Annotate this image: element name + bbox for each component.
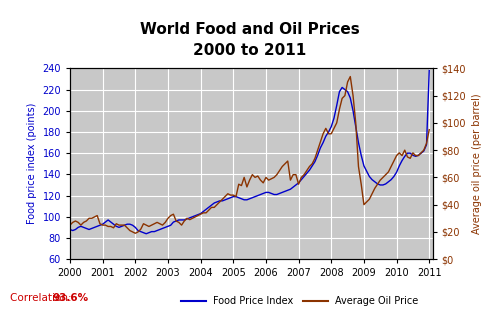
Food Price Index	[318, 146, 324, 150]
Average Oil Price	[410, 151, 416, 155]
Text: 93.6%: 93.6%	[52, 293, 88, 302]
Average Oil Price	[318, 140, 324, 144]
Food Price Index	[296, 181, 302, 185]
Average Oil Price	[296, 182, 302, 186]
Food Price Index	[143, 232, 149, 236]
Line: Food Price Index: Food Price Index	[70, 71, 429, 234]
Food Price Index	[426, 69, 432, 73]
Text: 2000 to 2011: 2000 to 2011	[194, 43, 306, 58]
Food Price Index	[416, 153, 422, 157]
Food Price Index	[92, 225, 98, 229]
Food Price Index	[407, 151, 413, 155]
Average Oil Price	[132, 232, 138, 235]
Line: Average Oil Price: Average Oil Price	[70, 77, 429, 233]
Text: Correlation:: Correlation:	[10, 293, 75, 302]
Y-axis label: Average oil price (per barrel): Average oil price (per barrel)	[472, 93, 482, 234]
Average Oil Price	[306, 165, 312, 169]
Average Oil Price	[418, 151, 424, 155]
Y-axis label: Food price index (points): Food price index (points)	[27, 103, 37, 225]
Food Price Index	[67, 228, 73, 232]
Text: World Food and Oil Prices: World Food and Oil Prices	[140, 22, 360, 37]
Average Oil Price	[92, 215, 98, 219]
Average Oil Price	[426, 128, 432, 132]
Legend: Food Price Index, Average Oil Price: Food Price Index, Average Oil Price	[178, 292, 422, 310]
Average Oil Price	[348, 75, 354, 79]
Food Price Index	[306, 168, 312, 172]
Average Oil Price	[67, 223, 73, 227]
